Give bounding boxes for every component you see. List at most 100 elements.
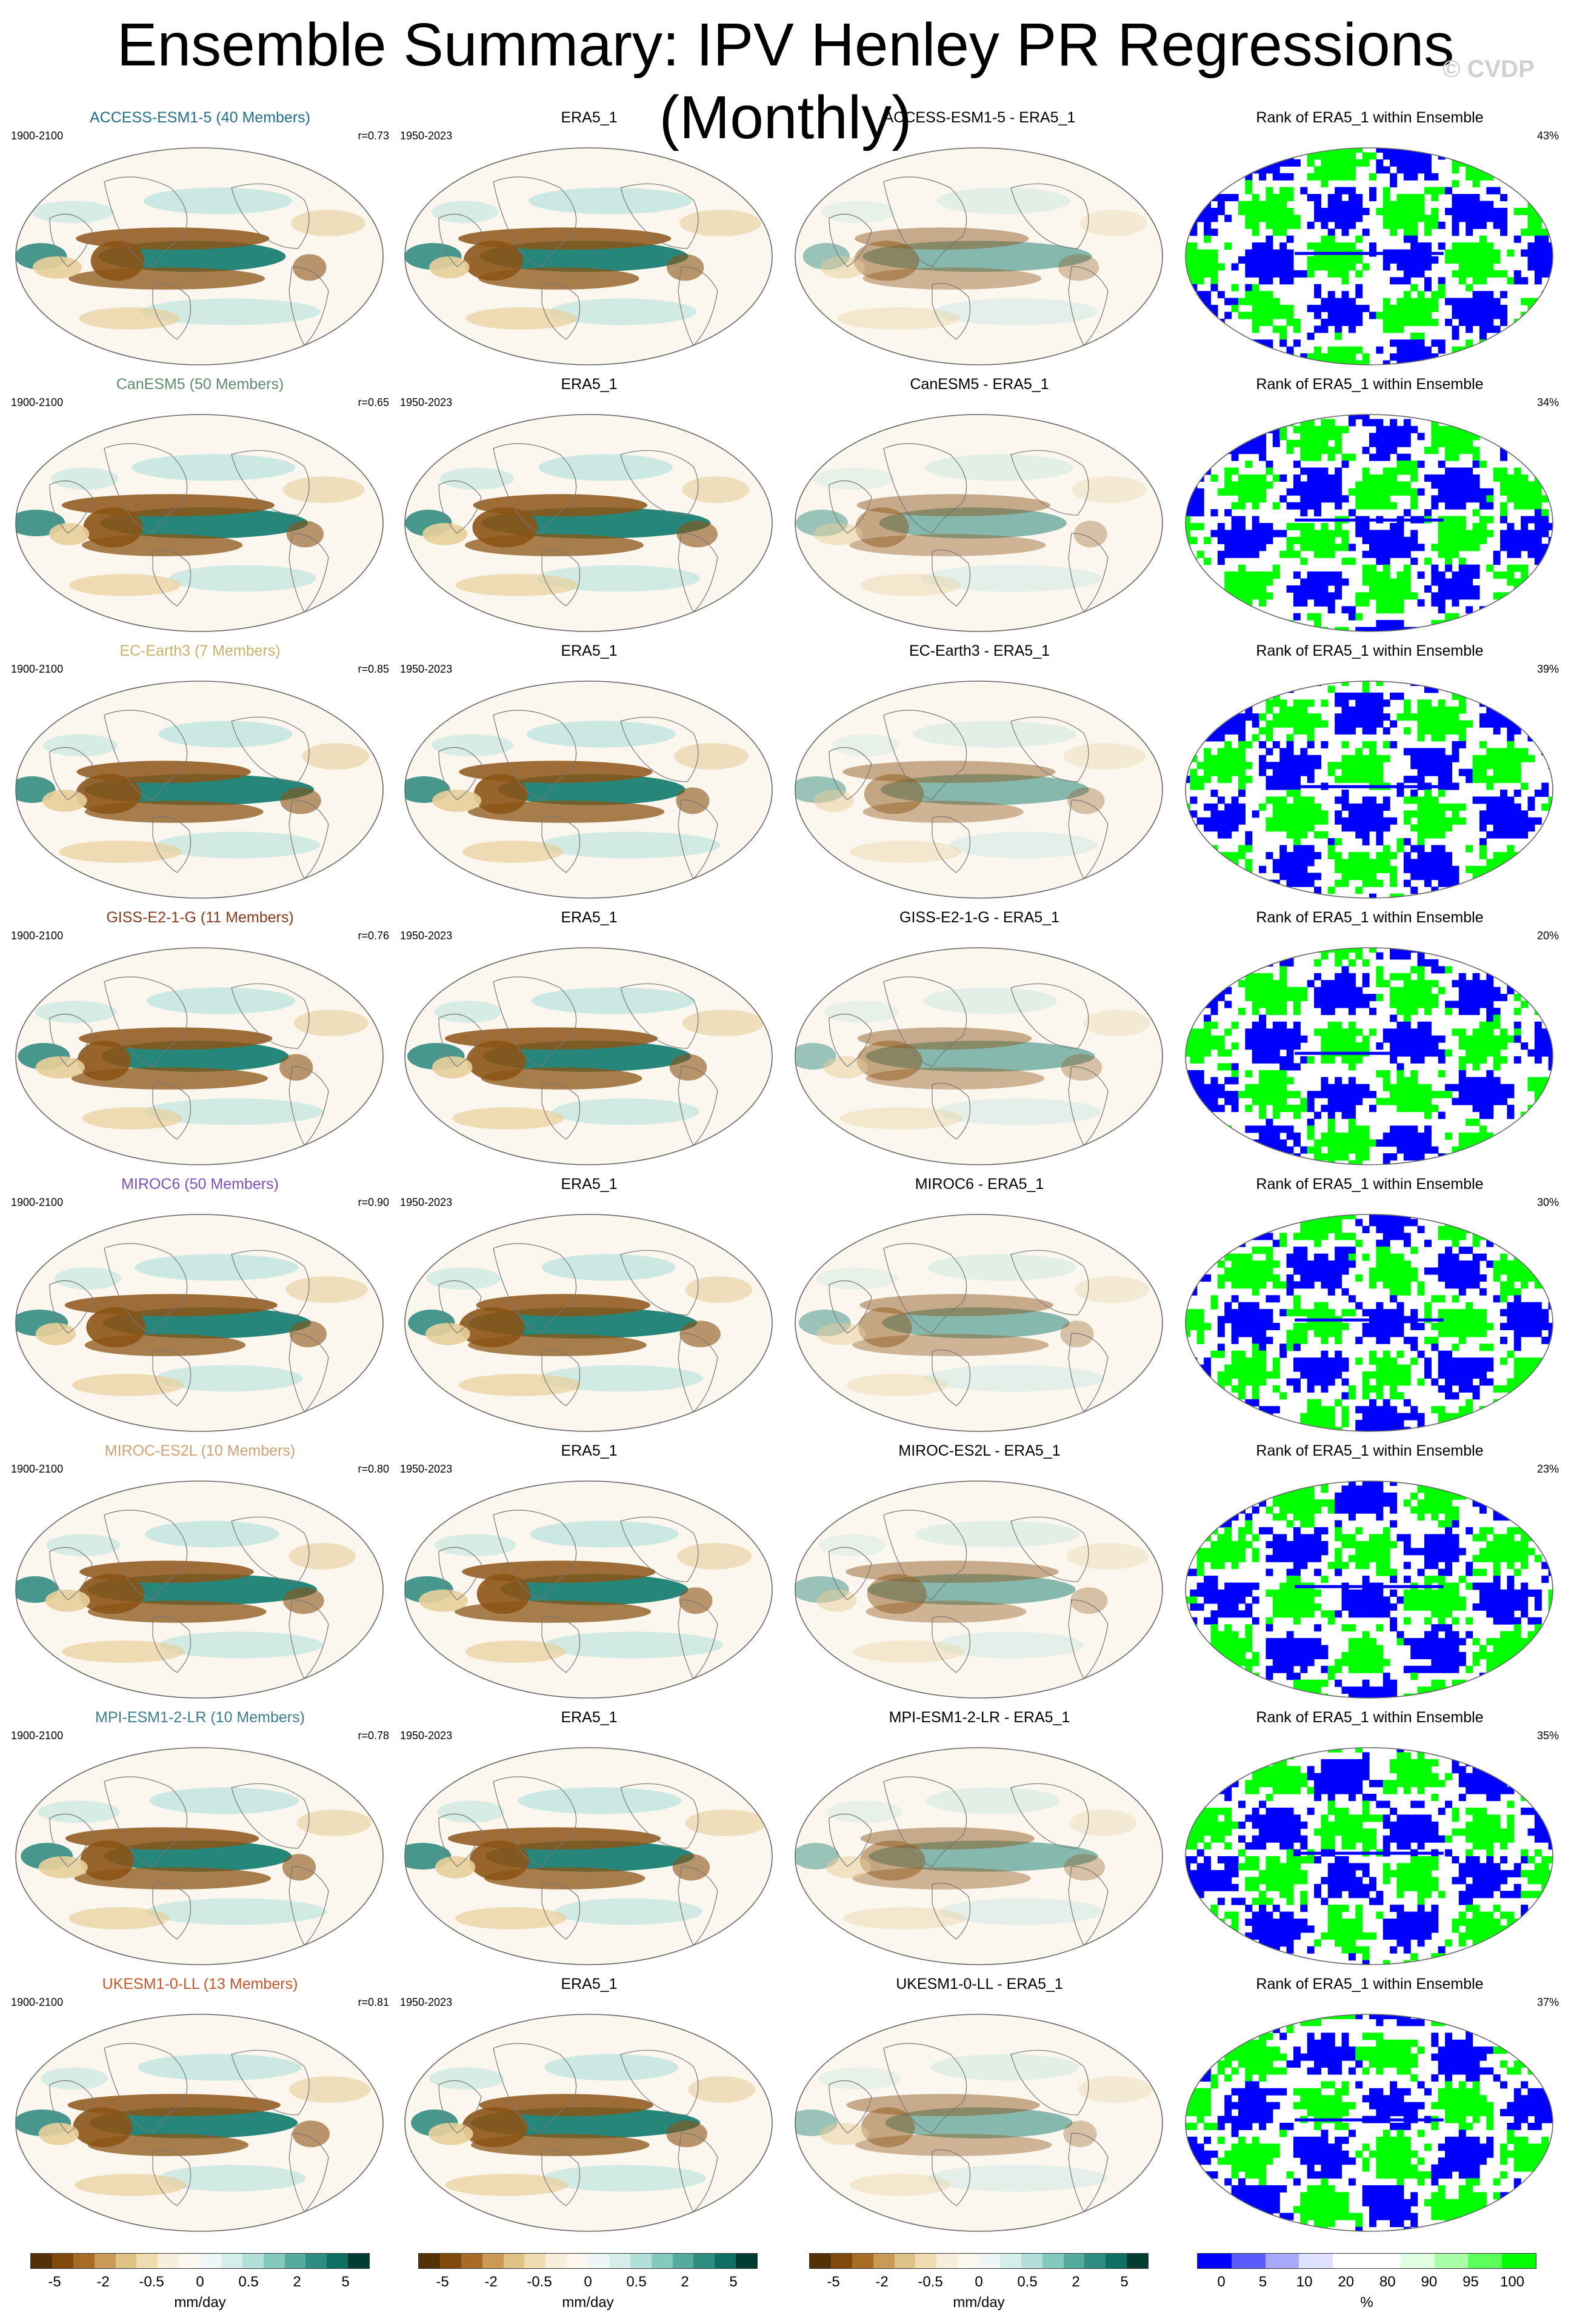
rank-map bbox=[1185, 1214, 1553, 1432]
colorbar-swatch bbox=[1366, 2254, 1401, 2268]
colorbar-tick-label: 0.5 bbox=[1017, 2274, 1038, 2290]
diff-panel: MIROC6 - ERA5_1 bbox=[786, 1176, 1173, 1442]
obs-map bbox=[404, 147, 773, 365]
colorbar-unit-label: mm/day bbox=[174, 2294, 226, 2311]
colorbar-swatch bbox=[439, 2254, 461, 2268]
diff-panel-title: MIROC6 - ERA5_1 bbox=[915, 1176, 1044, 1193]
model-panel-title: MIROC-ES2L (10 Members) bbox=[104, 1442, 296, 1459]
rank-panel: Rank of ERA5_1 within Ensemble 30% bbox=[1176, 1176, 1564, 1442]
colorbar-tick-label: -5 bbox=[436, 2274, 449, 2290]
obs-years-label: 1950-2023 bbox=[400, 1996, 453, 2008]
colorbar-swatch bbox=[1231, 2254, 1266, 2268]
obs-map bbox=[404, 2014, 773, 2232]
colorbar-swatch bbox=[1434, 2254, 1469, 2268]
diff-map bbox=[795, 147, 1163, 365]
model-panel: GISS-E2-1-G (11 Members) 1900-2100 r=0.76 bbox=[6, 909, 394, 1176]
obs-panel: ERA5_1 1950-2023 bbox=[395, 109, 783, 376]
rank-map bbox=[1185, 1480, 1553, 1699]
rank-panel-title: Rank of ERA5_1 within Ensemble bbox=[1256, 1442, 1484, 1459]
model-panel: ACCESS-ESM1-5 (40 Members) 1900-2100 r=0.7… bbox=[6, 109, 394, 376]
colorbar-swatch bbox=[73, 2254, 95, 2268]
colorbar-tick-label: -5 bbox=[48, 2274, 61, 2290]
obs-panel: ERA5_1 1950-2023 bbox=[395, 1442, 783, 1709]
pattern-correlation-label: r=0.76 bbox=[358, 930, 389, 942]
colorbar-swatch bbox=[545, 2254, 567, 2268]
rank-map bbox=[1185, 147, 1553, 365]
diff-map bbox=[795, 947, 1163, 1165]
colorbar-tick-label: 2 bbox=[293, 2274, 301, 2290]
obs-panel-title: ERA5_1 bbox=[561, 376, 618, 393]
colorbar-tick-label: 5 bbox=[729, 2274, 738, 2290]
model-panel-title: ACCESS-ESM1-5 (40 Members) bbox=[90, 109, 310, 126]
colorbar-swatch bbox=[1063, 2254, 1085, 2268]
model-map bbox=[15, 947, 384, 1165]
colorbar-tick-label: -2 bbox=[96, 2274, 110, 2290]
model-years-label: 1900-2100 bbox=[11, 930, 64, 942]
obs-panel-title: ERA5_1 bbox=[561, 909, 618, 926]
rank-percent-label: 30% bbox=[1536, 1196, 1559, 1208]
model-years-label: 1900-2100 bbox=[11, 1730, 64, 1742]
obs-panel: ERA5_1 1950-2023 bbox=[395, 909, 783, 1176]
obs-map bbox=[404, 681, 773, 899]
rank-map bbox=[1185, 414, 1553, 632]
obs-years-label: 1950-2023 bbox=[400, 663, 453, 675]
obs-years-label: 1950-2023 bbox=[400, 930, 453, 942]
model-years-label: 1900-2100 bbox=[11, 663, 64, 675]
colorbar-tick-label: 95 bbox=[1463, 2274, 1479, 2290]
model-map bbox=[15, 2014, 384, 2232]
model-map bbox=[15, 147, 384, 365]
model-panel-title: CanESM5 (50 Members) bbox=[116, 376, 284, 393]
colorbar-swatch bbox=[1084, 2254, 1106, 2268]
diff-panel-title: CanESM5 - ERA5_1 bbox=[910, 376, 1049, 393]
colorbar-swatch bbox=[894, 2254, 916, 2268]
colorbar-swatches bbox=[809, 2253, 1149, 2269]
colorbar-swatch bbox=[503, 2254, 525, 2268]
rank-map bbox=[1185, 681, 1553, 899]
colorbar-swatch bbox=[136, 2254, 158, 2268]
obs-panel-title: ERA5_1 bbox=[561, 1176, 618, 1193]
rank-panel-title: Rank of ERA5_1 within Ensemble bbox=[1256, 109, 1484, 126]
colorbar-swatch bbox=[179, 2254, 200, 2268]
watermark: © CVDP bbox=[1443, 56, 1535, 82]
colorbar-swatch bbox=[1400, 2254, 1435, 2268]
panel-row: GISS-E2-1-G (11 Members) 1900-2100 r=0.76 E… bbox=[0, 909, 1571, 1176]
diff-panel-title: MIROC-ES2L - ERA5_1 bbox=[898, 1442, 1061, 1459]
colorbar-tick-label: 5 bbox=[1120, 2274, 1129, 2290]
diff-panel-title: EC-Earth3 - ERA5_1 bbox=[909, 642, 1050, 659]
panel-row: MIROC6 (50 Members) 1900-2100 r=0.90 ERA5_1… bbox=[0, 1176, 1571, 1442]
panel-row: MIROC-ES2L (10 Members) 1900-2100 r=0.80 ER… bbox=[0, 1442, 1571, 1709]
colorbar-tick-label: 5 bbox=[1258, 2274, 1267, 2290]
colorbar-tick-label: -2 bbox=[875, 2274, 889, 2290]
model-panel: UKESM1-0-LL (13 Members) 1900-2100 r=0.81 bbox=[6, 1976, 394, 2242]
model-map bbox=[15, 414, 384, 632]
colorbar-swatch bbox=[242, 2254, 264, 2268]
diff-panel: CanESM5 - ERA5_1 bbox=[786, 376, 1173, 642]
model-panel-title: UKESM1-0-LL (13 Members) bbox=[102, 1976, 298, 1993]
colorbar-swatch bbox=[284, 2254, 306, 2268]
colorbar-swatch bbox=[221, 2254, 242, 2268]
model-panel-title: MPI-ESM1-2-LR (10 Members) bbox=[95, 1709, 305, 1726]
colorbar-tick-label: -5 bbox=[827, 2274, 840, 2290]
diff-panel-title: MPI-ESM1-2-LR - ERA5_1 bbox=[889, 1709, 1070, 1726]
obs-panel: ERA5_1 1950-2023 bbox=[395, 376, 783, 642]
model-years-label: 1900-2100 bbox=[11, 1196, 64, 1208]
obs-years-label: 1950-2023 bbox=[400, 130, 453, 142]
obs-panel-title: ERA5_1 bbox=[561, 109, 618, 126]
obs-years-label: 1950-2023 bbox=[400, 1463, 453, 1475]
model-years-label: 1900-2100 bbox=[11, 130, 64, 142]
model-map bbox=[15, 1214, 384, 1432]
colorbar-swatch bbox=[115, 2254, 137, 2268]
obs-panel: ERA5_1 1950-2023 bbox=[395, 1976, 783, 2242]
rank-map bbox=[1185, 947, 1553, 1165]
colorbar-swatch bbox=[158, 2254, 179, 2268]
obs-panel-title: ERA5_1 bbox=[561, 642, 618, 659]
rank-panel: Rank of ERA5_1 within Ensemble 20% bbox=[1176, 909, 1564, 1176]
rank-panel-title: Rank of ERA5_1 within Ensemble bbox=[1256, 1709, 1484, 1726]
rank-panel-title: Rank of ERA5_1 within Ensemble bbox=[1256, 1976, 1484, 1993]
colorbar-swatches bbox=[1197, 2253, 1536, 2269]
colorbar-swatch bbox=[482, 2254, 504, 2268]
colorbar-tick-label: 2 bbox=[681, 2274, 689, 2290]
colorbar-swatch bbox=[327, 2254, 349, 2268]
rank-panel-title: Rank of ERA5_1 within Ensemble bbox=[1256, 909, 1484, 926]
panel-row: MPI-ESM1-2-LR (10 Members) 1900-2100 r=0.7… bbox=[0, 1709, 1571, 1976]
